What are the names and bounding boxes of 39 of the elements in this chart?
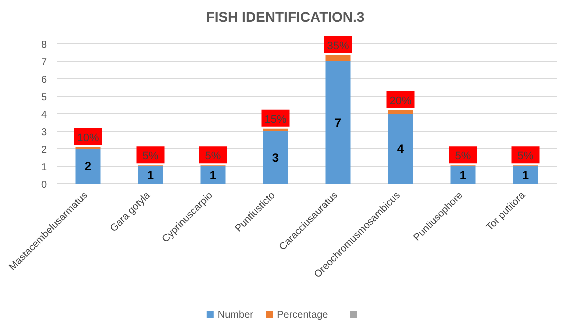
y-tick-label: 1 — [41, 162, 48, 174]
bar — [388, 110, 414, 114]
bar — [76, 149, 101, 184]
y-tick-label: 6 — [41, 75, 48, 86]
bar — [388, 114, 414, 184]
data-label: 7 — [334, 116, 342, 130]
y-tick-label: 7 — [41, 58, 48, 68]
data-label: 5% — [455, 150, 472, 163]
y-tick-label: 4 — [41, 110, 48, 121]
data-label: 1 — [522, 168, 530, 182]
y-tick-label: 8 — [41, 40, 48, 51]
bar — [263, 132, 288, 184]
data-label: 1 — [460, 168, 467, 182]
y-tick-label: 2 — [41, 145, 48, 156]
bar — [263, 128, 288, 132]
data-label: 20% — [390, 96, 412, 108]
bar — [326, 55, 351, 62]
data-label: 5% — [518, 150, 534, 163]
legend-label: Number — [218, 310, 254, 321]
bar — [138, 166, 164, 184]
bar — [513, 166, 538, 184]
bar — [326, 62, 351, 184]
data-label: 35% — [327, 40, 350, 52]
bar — [450, 166, 476, 184]
data-label: 3 — [272, 150, 280, 165]
bar — [200, 166, 226, 184]
data-label: 2 — [84, 160, 92, 174]
data-label: 4 — [397, 142, 404, 156]
data-label: 15% — [264, 114, 287, 126]
data-label: 10% — [77, 132, 100, 144]
data-label: 1 — [147, 168, 154, 182]
y-tick-label: 0 — [41, 180, 48, 191]
y-tick-label: 3 — [41, 128, 48, 138]
data-label: 5% — [205, 150, 222, 163]
data-label: 1 — [210, 168, 217, 182]
legend-label: Percentage — [277, 310, 329, 321]
chart-title: FISH IDENTIFICATION.3 — [206, 9, 365, 25]
data-label: 5% — [142, 150, 159, 163]
y-tick-label: 5 — [41, 92, 48, 104]
